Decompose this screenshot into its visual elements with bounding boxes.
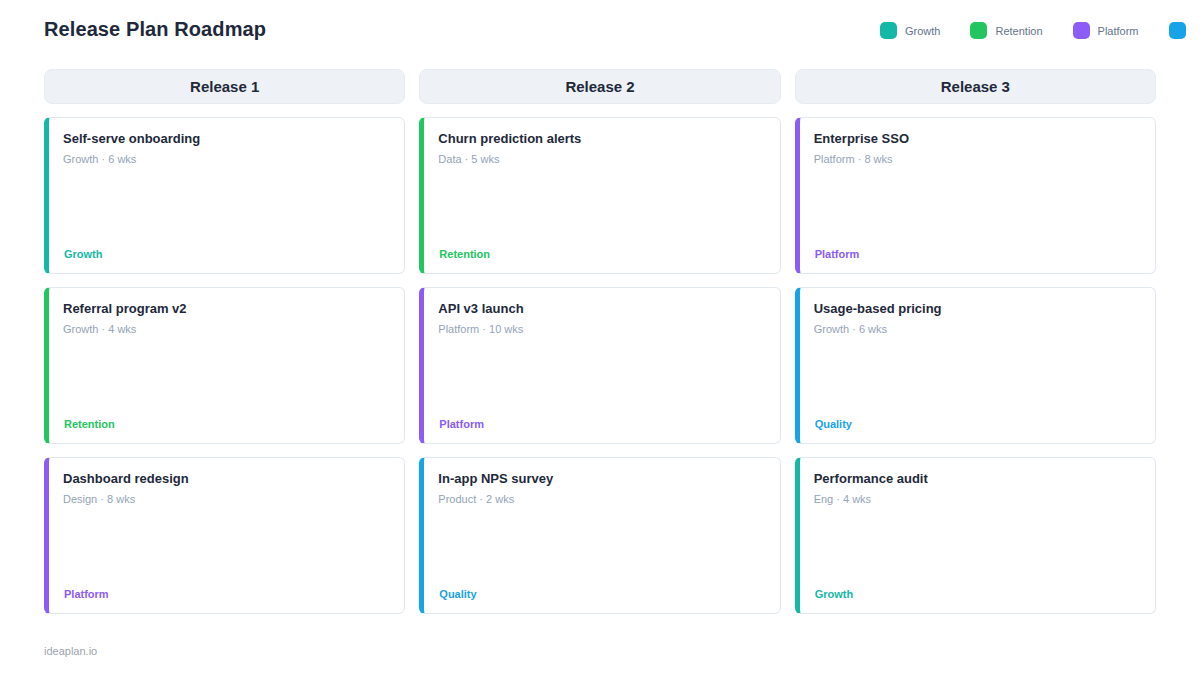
column-cards: Enterprise SSO Platform · 8 wks Platform… [795, 117, 1156, 614]
release-column: Release 1 Self-serve onboarding Growth ·… [44, 69, 405, 614]
legend-label: Growth [905, 25, 940, 37]
column-cards: Churn prediction alerts Data · 5 wks Ret… [419, 117, 780, 614]
card-tag: Growth [64, 248, 103, 260]
roadmap-card[interactable]: Referral program v2 Growth · 4 wks Reten… [44, 287, 405, 444]
column-cards: Self-serve onboarding Growth · 6 wks Gro… [44, 117, 405, 614]
card-tag: Platform [64, 588, 109, 600]
column-header: Release 2 [419, 69, 780, 104]
card-tag: Retention [439, 248, 490, 260]
card-meta: Growth · 4 wks [63, 323, 390, 335]
card-title: In-app NPS survey [438, 471, 765, 486]
card-tag: Retention [64, 418, 115, 430]
roadmap-card[interactable]: Self-serve onboarding Growth · 6 wks Gro… [44, 117, 405, 274]
card-meta: Data · 5 wks [438, 153, 765, 165]
card-title: Self-serve onboarding [63, 131, 390, 146]
roadmap-card[interactable]: Dashboard redesign Design · 8 wks Platfo… [44, 457, 405, 614]
card-meta: Eng · 4 wks [814, 493, 1141, 505]
card-tag: Platform [815, 248, 860, 260]
roadmap-card[interactable]: Usage-based pricing Growth · 6 wks Quali… [795, 287, 1156, 444]
card-tag: Platform [439, 418, 484, 430]
legend-item: Growth [880, 22, 940, 39]
card-title: Performance audit [814, 471, 1141, 486]
watermark-link: ideaplan.io [44, 645, 1156, 657]
card-title: Referral program v2 [63, 301, 390, 316]
card-title: API v3 launch [438, 301, 765, 316]
card-title: Churn prediction alerts [438, 131, 765, 146]
card-meta: Growth · 6 wks [814, 323, 1141, 335]
roadmap-page: Release Plan Roadmap Growth Retention Pl… [0, 0, 1200, 675]
card-title: Enterprise SSO [814, 131, 1141, 146]
card-meta: Platform · 10 wks [438, 323, 765, 335]
card-meta: Product · 2 wks [438, 493, 765, 505]
card-tag: Quality [439, 588, 476, 600]
card-meta: Growth · 6 wks [63, 153, 390, 165]
card-meta: Platform · 8 wks [814, 153, 1141, 165]
legend: Growth Retention Platform [880, 22, 1194, 39]
legend-item: Platform [1073, 22, 1139, 39]
legend-swatch-icon [1169, 22, 1186, 39]
roadmap-card[interactable]: In-app NPS survey Product · 2 wks Qualit… [419, 457, 780, 614]
card-title: Dashboard redesign [63, 471, 390, 486]
legend-swatch-icon [970, 22, 987, 39]
card-meta: Design · 8 wks [63, 493, 390, 505]
roadmap-card[interactable]: Performance audit Eng · 4 wks Growth [795, 457, 1156, 614]
card-tag: Quality [815, 418, 852, 430]
page-header: Release Plan Roadmap Growth Retention Pl… [44, 0, 1156, 40]
card-tag: Growth [815, 588, 854, 600]
legend-swatch-icon [880, 22, 897, 39]
roadmap-card[interactable]: API v3 launch Platform · 10 wks Platform [419, 287, 780, 444]
release-column: Release 2 Churn prediction alerts Data ·… [419, 69, 780, 614]
roadmap-card[interactable]: Churn prediction alerts Data · 5 wks Ret… [419, 117, 780, 274]
column-header: Release 3 [795, 69, 1156, 104]
roadmap-card[interactable]: Enterprise SSO Platform · 8 wks Platform [795, 117, 1156, 274]
card-title: Usage-based pricing [814, 301, 1141, 316]
legend-item [1169, 22, 1194, 39]
column-header: Release 1 [44, 69, 405, 104]
release-column: Release 3 Enterprise SSO Platform · 8 wk… [795, 69, 1156, 614]
legend-label: Platform [1098, 25, 1139, 37]
legend-label: Retention [995, 25, 1042, 37]
legend-item: Retention [970, 22, 1042, 39]
roadmap-board: Release 1 Self-serve onboarding Growth ·… [44, 69, 1156, 614]
legend-swatch-icon [1073, 22, 1090, 39]
